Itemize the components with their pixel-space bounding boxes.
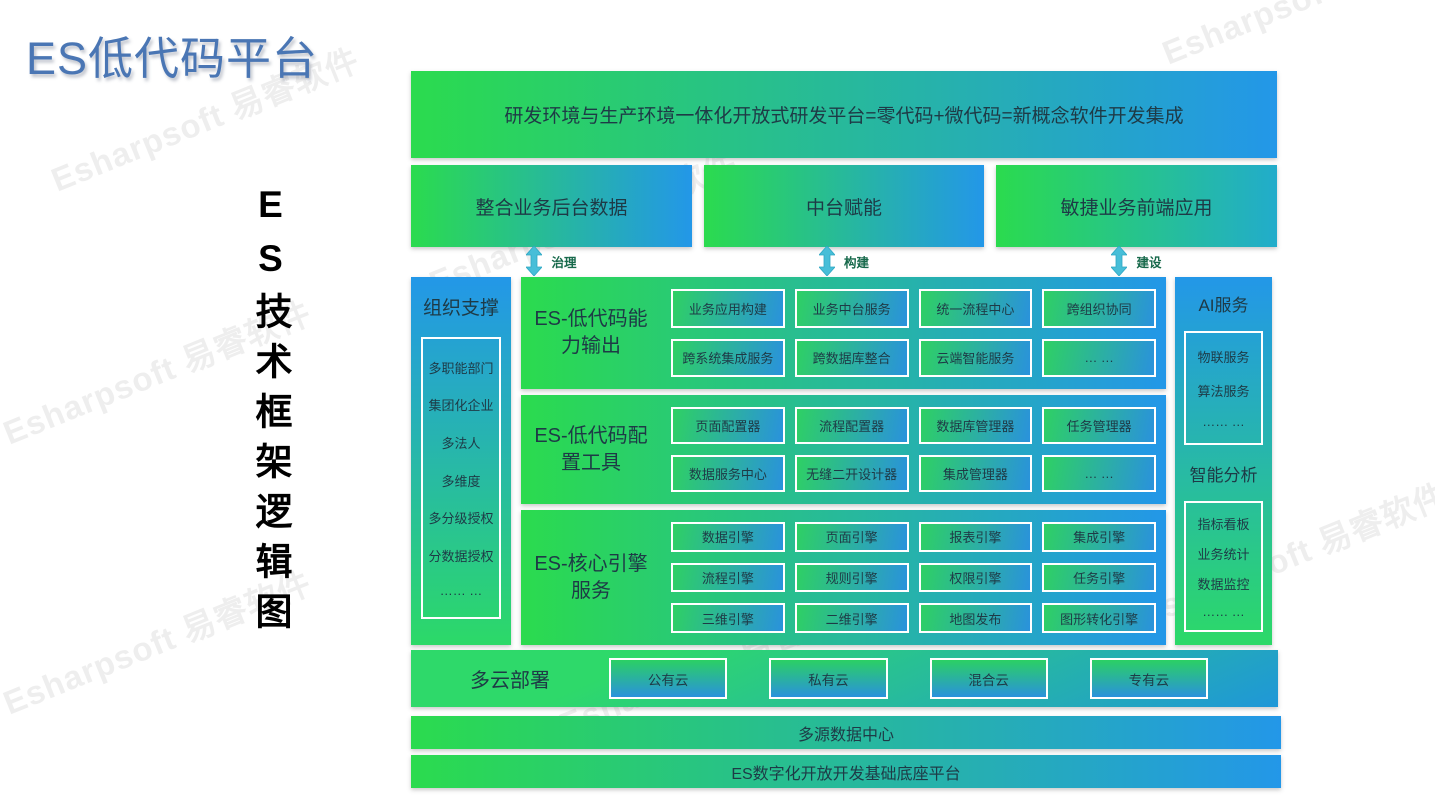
ai-services-list: 物联服务算法服务 …… … (1184, 331, 1263, 445)
capability-cell: … … (1042, 338, 1156, 377)
pillar-middle-platform-enablement: 中台赋能 (704, 165, 984, 247)
cloud-box: 专有云 (1089, 658, 1208, 699)
org-item: 集团化企业 (428, 398, 494, 414)
capability-cell: 业务应用构建 (671, 289, 785, 328)
cloud-type-list: 公有云 私有云 混合云 专有云 (609, 658, 1278, 699)
capability-cell: 跨系统集成服务 (671, 338, 785, 377)
capability-cell: 跨组织协同 (1042, 289, 1156, 328)
capability-cell: 页面配置器 (671, 407, 785, 444)
cloud-box: 公有云 (609, 658, 728, 699)
double-arrow-icon (1111, 246, 1128, 276)
capability-row-core-engines: ES-核心引擎服务 数据引擎 页面引擎 报表引擎 集成引擎流程引擎 规则引擎 权限引擎 任务… (521, 510, 1166, 645)
analysis-item: 数据监控 (1197, 577, 1250, 592)
capability-grid: 业务应用构建 业务中台服务 统一流程中心 跨组织协同跨系统集成服务 跨数据库整合 云端智能… (661, 277, 1166, 389)
multi-cloud-row: 多云部署 公有云 私有云 混合云 专有云 (411, 650, 1278, 707)
capability-cell: 权限引擎 (918, 562, 1033, 593)
capability-row-lowcode-output: ES-低代码能力输出 业务应用构建 业务中台服务 统一流程中心 跨组织协同跨系统集成服… (521, 277, 1166, 389)
capability-cell: 任务引擎 (1042, 562, 1156, 593)
arrow-label: 构建 (843, 255, 869, 270)
cloud-box: 私有云 (769, 658, 888, 699)
ai-item: …… … (1202, 413, 1245, 429)
arrow-group-governance: 治理 (411, 245, 692, 277)
multi-cloud-title: 多云部署 (470, 670, 550, 692)
analysis-item: …… … (1202, 604, 1245, 619)
arrow-label: 建设 (1136, 255, 1162, 270)
capability-cell: 统一流程中心 (918, 289, 1033, 328)
double-arrow-icon (818, 246, 835, 276)
capability-cell: 数据服务中心 (671, 455, 785, 492)
arrow-group-construct: 建设 (996, 245, 1277, 277)
intelligent-analysis-title: 智能分析 (1189, 465, 1258, 485)
digital-open-dev-base-platform-bar: ES数字化开放开发基础底座平台 (411, 755, 1281, 788)
page-title: ES低代码平台 (26, 33, 319, 84)
banner-text: 研发环境与生产环境一体化开放式研发平台=零代码+微代码=新概念软件开发集成 (504, 106, 1184, 127)
org-item: 分数据授权 (428, 548, 494, 564)
pillar-agile-frontend-apps: 敏捷业务前端应用 (996, 165, 1277, 247)
analysis-item: 指标看板 (1197, 517, 1250, 532)
capability-row-title: ES-低代码配置工具 (534, 424, 648, 474)
capability-cell: 跨数据库整合 (794, 338, 909, 377)
org-item: …… … (439, 583, 483, 599)
banner: 研发环境与生产环境一体化开放式研发平台=零代码+微代码=新概念软件开发集成 (411, 71, 1277, 158)
capability-cell: 集成管理器 (918, 455, 1033, 492)
vertical-title: ES技术框架逻辑图 (250, 184, 291, 642)
pillar-label: 敏捷业务前端应用 (1060, 197, 1213, 219)
pillar-label: 中台赋能 (805, 197, 882, 219)
org-item: 多维度 (441, 473, 481, 489)
intelligent-analysis-list: 指标看板业务统计数据监控 …… … (1184, 501, 1263, 632)
org-support-title: 组织支撑 (422, 297, 499, 319)
org-item: 多法人 (441, 435, 481, 451)
capability-cell: 数据库管理器 (918, 407, 1033, 444)
pillar-label: 整合业务后台数据 (475, 197, 628, 219)
ai-item: 算法服务 (1197, 383, 1250, 399)
arrow-label: 治理 (551, 255, 577, 270)
capability-cell: 数据引擎 (671, 522, 785, 552)
cloud-box: 混合云 (929, 658, 1048, 699)
capability-cell: 报表引擎 (918, 522, 1033, 552)
arrow-group-build: 构建 (704, 245, 984, 277)
capability-grid: 数据引擎 页面引擎 报表引擎 集成引擎流程引擎 规则引擎 权限引擎 任务引擎三维引擎 二维引擎… (661, 510, 1166, 645)
org-support-list: 多职能部门集团化企业多法人多维度多分级授权分数据授权 …… … (421, 337, 501, 619)
ai-services-column: AI服务 物联服务算法服务 …… … 智能分析 指标看板业务统计数据监控 …… … (1175, 277, 1272, 645)
capability-cell: 页面引擎 (794, 522, 909, 552)
org-item: 多职能部门 (428, 360, 494, 376)
capability-cell: 无缝二开设计器 (794, 455, 909, 492)
bar-label: 多源数据中心 (797, 726, 894, 744)
capability-cell: 三维引擎 (671, 603, 785, 633)
capability-cell: … … (1042, 455, 1156, 492)
capability-cell: 流程引擎 (671, 562, 785, 593)
capability-row-title: ES-低代码能力输出 (534, 308, 648, 357)
capability-cell: 任务管理器 (1042, 407, 1156, 444)
watermark: Esharpsoft 易睿软件 (1154, 0, 1435, 74)
ai-item: 物联服务 (1197, 350, 1250, 366)
capability-cell: 集成引擎 (1042, 522, 1156, 552)
bar-label: ES数字化开放开发基础底座平台 (731, 765, 961, 783)
analysis-item: 业务统计 (1197, 547, 1250, 562)
ai-services-title: AI服务 (1198, 295, 1249, 315)
capability-cell: 业务中台服务 (794, 289, 909, 328)
org-support-column: 组织支撑 多职能部门集团化企业多法人多维度多分级授权分数据授权 …… … (411, 277, 511, 645)
capability-cell: 规则引擎 (794, 562, 909, 593)
capability-cell: 图形转化引擎 (1042, 603, 1156, 633)
org-item: 多分级授权 (428, 511, 494, 527)
capability-cell: 云端智能服务 (918, 338, 1033, 377)
capability-row-title: ES-核心引擎服务 (534, 552, 648, 602)
capability-row-config-tools: ES-低代码配置工具 页面配置器 流程配置器 数据库管理器 任务管理器数据服务中心 无缝… (521, 395, 1166, 504)
pillar-integrate-backend-data: 整合业务后台数据 (411, 165, 692, 247)
capability-cell: 地图发布 (918, 603, 1033, 633)
multi-source-data-center-bar: 多源数据中心 (411, 716, 1281, 749)
capability-grid: 页面配置器 流程配置器 数据库管理器 任务管理器数据服务中心 无缝二开设计器 集成管理器…… (661, 395, 1166, 504)
capability-cell: 流程配置器 (794, 407, 909, 444)
double-arrow-icon (526, 246, 543, 276)
capability-cell: 二维引擎 (794, 603, 909, 633)
